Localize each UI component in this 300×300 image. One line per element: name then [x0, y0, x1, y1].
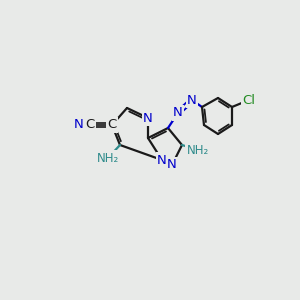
Text: N: N	[173, 106, 183, 119]
Text: NH₂: NH₂	[187, 143, 209, 157]
Text: Cl: Cl	[242, 94, 256, 106]
Text: N: N	[74, 118, 84, 131]
Text: N: N	[167, 158, 177, 172]
Text: N: N	[187, 94, 197, 106]
Text: C: C	[85, 118, 94, 131]
Text: N: N	[157, 154, 167, 166]
Text: C: C	[107, 118, 117, 131]
Text: NH₂: NH₂	[97, 152, 119, 164]
Text: N: N	[143, 112, 153, 124]
